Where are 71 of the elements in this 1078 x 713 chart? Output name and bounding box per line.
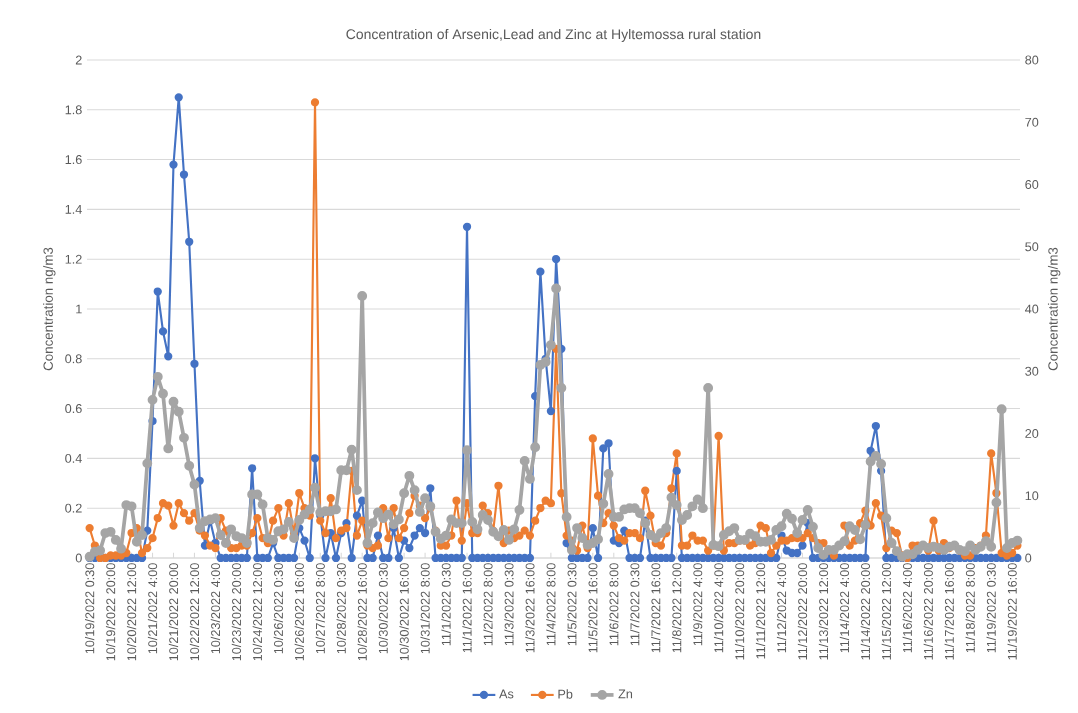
x-tick-label: 11/14/2022 20:00	[860, 563, 871, 660]
x-tick-label: 10/28/2022 0:30	[336, 563, 346, 654]
y-tick-label: 0.6	[65, 404, 82, 414]
y2-tick-label: 60	[1025, 180, 1039, 189]
legend-label: As	[499, 689, 514, 699]
x-tick-label: 10/19/2022 20:00	[105, 563, 116, 661]
x-tick-label: 10/23/2022 4:00	[210, 563, 221, 654]
x-tick-label: 10/26/2022 0:30	[273, 563, 283, 654]
y2-tick-label: 70	[1025, 117, 1039, 127]
x-tick-label: 10/30/2022 0:30	[378, 563, 388, 654]
x-tick-label: 10/31/2022 8:00	[420, 563, 430, 654]
x-tick-label: 11/4/2022 8:00	[546, 563, 556, 646]
x-tick-label: 11/18/2022 8:00	[965, 563, 975, 653]
y-tick-label: 1	[76, 304, 82, 314]
y2-tick-label: 40	[1025, 304, 1039, 314]
y2-tick-label: 10	[1025, 491, 1039, 501]
y-axis-title: Concentration ng/m3	[43, 247, 56, 371]
x-tick-label: 10/27/2022 8:00	[315, 563, 325, 654]
x-tick-label: 11/7/2022 0:30	[630, 563, 640, 646]
x-tick-label: 11/1/2022 16:00	[462, 563, 472, 653]
y-tick-label: 0.8	[65, 354, 82, 364]
x-tick-label: 11/3/2022 0:30	[504, 563, 514, 646]
x-tick-label: 11/10/2022 4:00	[713, 563, 724, 653]
x-tick-label: 11/11/2022 12:00	[755, 563, 766, 659]
y-tick-label: 1.2	[65, 254, 82, 264]
y-tick-label: 1.4	[65, 205, 82, 214]
x-tick-label: 11/16/2022 20:00	[923, 563, 933, 660]
x-tick-label: 11/12/2022 20:00	[797, 563, 808, 660]
y2-tick-label: 20	[1025, 429, 1039, 438]
x-tick-label: 11/16/2022 4:00	[902, 563, 912, 653]
y2-tick-label: 0	[1025, 553, 1032, 563]
x-tick-label: 11/9/2022 4:00	[692, 563, 703, 646]
x-tick-label: 11/8/2022 12:00	[672, 563, 682, 653]
x-tick-label: 10/23/2022 20:00	[231, 563, 242, 661]
y2-axis-title: Concentration ng/m3	[1047, 247, 1061, 371]
x-tick-label: 11/3/2022 16:00	[525, 563, 535, 653]
x-tick-label: 10/22/2022 12:00	[189, 563, 200, 661]
x-tick-label: 11/13/2022 12:00	[818, 563, 829, 660]
legend-label: Pb	[558, 689, 573, 699]
y-tick-label: 2	[75, 55, 82, 65]
y-tick-label: 1.6	[65, 155, 82, 165]
x-tick-label: 11/19/2022 0:30	[986, 563, 996, 653]
x-tick-label: 11/5/2022 0:30	[567, 563, 577, 646]
legend-label: Zn	[618, 689, 633, 699]
x-tick-label: 10/20/2022 12:00	[126, 563, 137, 661]
y-tick-label: 0.4	[65, 453, 82, 463]
x-tick-label: 11/6/2022 8:00	[609, 563, 619, 646]
x-tick-label: 10/24/2022 12:00	[252, 563, 263, 661]
x-tick-label: 11/7/2022 16:00	[651, 563, 661, 653]
x-tick-label: 11/1/2022 0:30	[441, 563, 451, 646]
y2-tick-label: 50	[1025, 242, 1039, 252]
x-tick-label: 11/19/2022 16:00	[1007, 563, 1017, 660]
x-tick-label: 11/10/2022 20:00	[734, 563, 745, 660]
y2-tick-label: 30	[1025, 366, 1039, 376]
x-tick-label: 10/19/2022 0:30	[84, 563, 95, 654]
x-tick-label: 11/5/2022 16:00	[588, 563, 598, 653]
x-tick-label: 10/21/2022 20:00	[168, 563, 179, 661]
x-tick-label: 10/30/2022 16:00	[399, 563, 409, 661]
x-tick-label: 11/12/2022 4:00	[776, 563, 787, 653]
y2-tick-label: 80	[1025, 55, 1039, 65]
chart-title: Concentration of Arsenic,Lead and Zinc at Hyltemossa rural station	[346, 28, 761, 42]
x-tick-label: 10/21/2022 4:00	[147, 563, 158, 654]
x-tick-label: 10/28/2022 16:00	[357, 563, 367, 661]
y-tick-label: 0	[75, 553, 82, 563]
x-tick-label: 11/2/2022 8:00	[483, 563, 493, 646]
y-tick-label: 1.8	[65, 105, 82, 115]
x-tick-label: 10/26/2022 16:00	[294, 563, 304, 661]
x-tick-label: 11/14/2022 4:00	[839, 563, 850, 653]
x-tick-label: 11/17/2022 16:00	[944, 563, 954, 660]
y-tick-label: 0.2	[65, 503, 82, 513]
x-tick-label: 11/15/2022 12:00	[881, 563, 891, 660]
